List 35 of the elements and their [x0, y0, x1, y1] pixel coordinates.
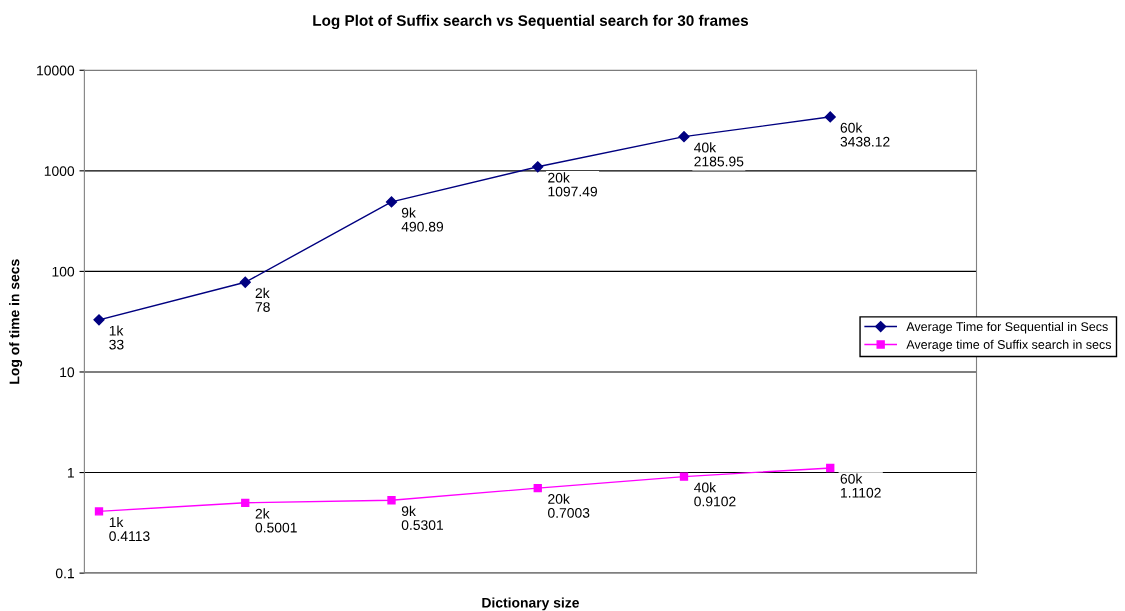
point	[678, 131, 690, 143]
y-tick-label: 10	[60, 367, 75, 378]
point	[533, 483, 542, 493]
legend-label: Average Time for Sequential in Secs	[906, 321, 1108, 334]
y-tick-label: 1000	[44, 166, 75, 176]
data-label: 60k 1.1102	[840, 473, 881, 498]
x-axis-title: Dictionary size	[482, 597, 579, 611]
point	[94, 507, 104, 516]
y-tick-label: 1	[67, 468, 74, 478]
point	[241, 498, 250, 507]
point	[93, 314, 105, 326]
point	[385, 196, 398, 208]
data-label: 20k 1097.49	[548, 172, 598, 197]
data-label: 9k 490.89	[401, 207, 444, 232]
data-label: 1k 33	[109, 325, 124, 350]
point	[532, 161, 544, 173]
point	[826, 463, 835, 473]
y-tick-label: 100	[52, 266, 75, 277]
data-label: 2k 0.5001	[255, 508, 297, 533]
point	[239, 276, 251, 288]
point	[679, 472, 689, 481]
point	[387, 496, 396, 505]
point	[824, 111, 836, 123]
chart-title: Log Plot of Suffix search vs Sequential search for 30 frames	[313, 14, 749, 30]
legend-label: Average time of Suffix search in secs	[906, 339, 1112, 352]
data-label: 40k 2185.95	[694, 142, 744, 167]
data-label: 2k 78	[255, 287, 270, 312]
data-label: 1k 0.4113	[109, 516, 150, 542]
y-axis-title: Log of time in secs	[9, 259, 23, 384]
y-tick-label: 0.1	[55, 568, 74, 579]
y-tick-label: 10000	[37, 65, 75, 76]
data-label: 9k 0.5301	[401, 505, 444, 530]
data-label: 20k 0.7003	[548, 493, 590, 518]
data-label: 60k 3438.12	[840, 122, 890, 147]
data-label: 40k 0.9102	[694, 482, 736, 507]
